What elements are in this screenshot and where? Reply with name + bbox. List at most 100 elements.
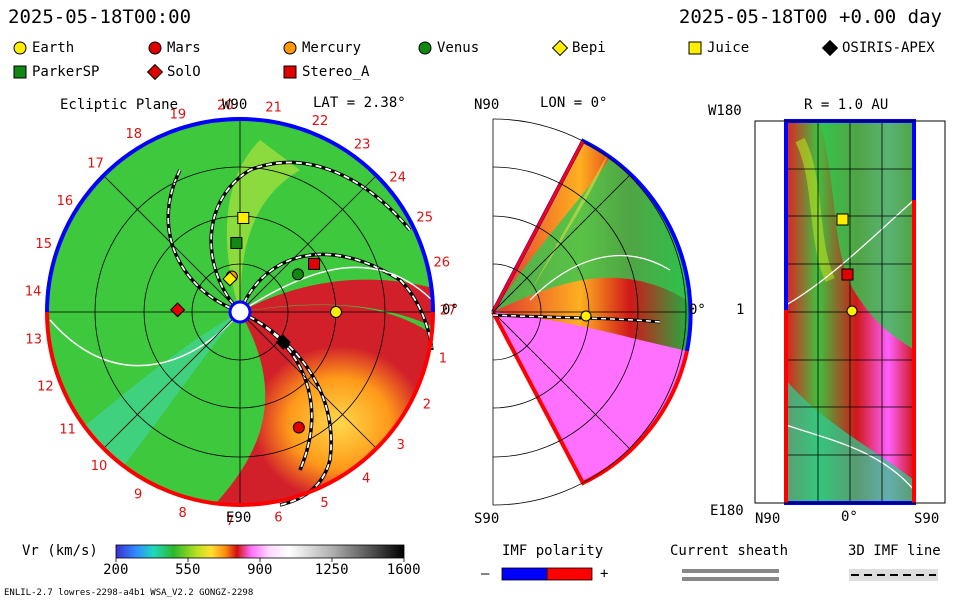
carrington-label: 12 — [37, 379, 54, 394]
carrington-label: 17 — [87, 156, 104, 171]
colorbar-tick: 1600 — [386, 562, 421, 578]
circle-icon — [418, 41, 432, 55]
meridional-plane-panel — [491, 118, 693, 506]
legend-marker — [13, 41, 27, 55]
legend-label: Juice — [707, 40, 750, 56]
imf-line-sample — [849, 569, 938, 581]
carrington-label: 22 — [312, 114, 329, 129]
legend-item-mars: Mars — [147, 40, 201, 56]
legend-label: OSIRIS-APEX — [842, 40, 935, 56]
imf-plus: + — [600, 566, 609, 582]
legend-marker — [13, 65, 27, 79]
meridional-bottom-label: S90 — [474, 511, 500, 527]
carrington-label: 3 — [397, 438, 405, 453]
legend-label: Venus — [437, 40, 480, 56]
footer-text: ENLIL-2.7 lowres-2298-a4b1 WSA_V2.2 GONG… — [4, 588, 254, 598]
current-sheath-sample — [682, 569, 779, 581]
rmap-mid-left: 1 — [736, 302, 745, 318]
colorbar-tick: 550 — [175, 562, 201, 578]
carrington-label: 15 — [35, 237, 52, 252]
circle-icon — [283, 41, 297, 55]
imf-positive-swatch — [546, 567, 593, 581]
legend-marker — [418, 41, 432, 55]
vr-colorbar — [115, 544, 405, 559]
legend-item-osiris-apex: OSIRIS-APEX — [822, 40, 935, 56]
carrington-label: 21 — [265, 101, 282, 116]
ecliptic-bodies — [170, 211, 342, 434]
imf-minus: – — [481, 566, 490, 582]
rmap-x-right: S90 — [914, 511, 940, 527]
colorbar-tick: 200 — [103, 562, 129, 578]
body-bepi — [222, 271, 238, 287]
imf-line-label: 3D IMF line — [848, 543, 941, 559]
ecliptic-right-label: 0° — [442, 302, 459, 318]
legend-label: Earth — [32, 40, 75, 56]
circle-icon — [13, 41, 27, 55]
legend-marker — [147, 64, 163, 80]
legend-marker — [688, 41, 702, 55]
carrington-label: 7 — [226, 514, 234, 529]
body-stereo-a — [308, 257, 321, 270]
r-map-panel — [754, 119, 946, 505]
colorbar-label: Vr (km/s) — [22, 543, 98, 559]
carrington-label: 23 — [354, 138, 371, 153]
rmap-stereo-a — [841, 268, 854, 281]
rmap-x-mid: 0° — [841, 509, 858, 525]
carrington-label: 26 — [434, 256, 451, 271]
body-juice — [237, 211, 250, 224]
circle-icon — [148, 41, 162, 55]
rmap-bottom-left: E180 — [710, 503, 744, 519]
legend-item-juice: Juice — [687, 40, 749, 56]
carrington-label: 5 — [320, 496, 328, 511]
colorbar-tick: 1250 — [314, 562, 349, 578]
square-icon — [688, 41, 702, 55]
date-left: 2025-05-18T00:00 — [8, 6, 192, 28]
legend-marker — [552, 40, 568, 56]
carrington-label: 20 — [217, 99, 234, 114]
carrington-label: 9 — [134, 487, 142, 502]
legend-label: ParkerSP — [32, 64, 100, 80]
carrington-label: 1 — [439, 352, 447, 367]
carrington-label: 11 — [59, 422, 76, 437]
current-sheath-label: Current sheath — [670, 543, 789, 559]
meridional-top-label: N90 — [474, 97, 500, 113]
colorbar-tick: 900 — [247, 562, 273, 578]
date-right: 2025-05-18T00 +0.00 day — [678, 6, 942, 28]
carrington-label: 24 — [389, 170, 406, 185]
legend-marker — [148, 41, 162, 55]
legend-marker — [283, 65, 297, 79]
body-solo — [170, 302, 186, 318]
body-parkersp — [230, 236, 243, 249]
body-mars — [292, 421, 305, 434]
square-icon — [283, 65, 297, 79]
meridional-right-label: 0° — [689, 302, 706, 318]
carrington-label: 18 — [126, 127, 143, 142]
legend-item-stereo-a: Stereo_A — [282, 64, 369, 80]
square-icon — [13, 65, 27, 79]
legend-item-bepi: Bepi — [552, 40, 606, 56]
diamond-icon — [147, 64, 163, 80]
ecliptic-top-label: W90 — [222, 97, 248, 113]
legend-label: Mercury — [302, 40, 362, 56]
meridional-earth — [580, 310, 592, 322]
imf-negative-swatch — [501, 567, 548, 581]
legend-item-earth: Earth — [12, 40, 74, 56]
imf-polarity-label: IMF polarity — [502, 543, 604, 559]
rmap-top-left: W180 — [708, 103, 742, 119]
body-earth — [330, 306, 342, 318]
legend-label: Bepi — [572, 40, 606, 56]
diamond-icon — [552, 40, 568, 56]
carrington-label: 19 — [170, 108, 187, 123]
carrington-label: 25 — [416, 210, 433, 225]
legend-label: Stereo_A — [302, 64, 370, 80]
body-venus — [291, 268, 304, 281]
carrington-label: 4 — [362, 471, 370, 486]
meridional-lon-label: LON = 0° — [540, 95, 608, 111]
carrington-label: 10 — [91, 459, 108, 474]
carrington-label: 27 — [440, 303, 457, 318]
rmap-title: R = 1.0 AU — [804, 97, 889, 113]
legend-marker — [822, 40, 838, 56]
rmap-juice — [836, 213, 849, 226]
